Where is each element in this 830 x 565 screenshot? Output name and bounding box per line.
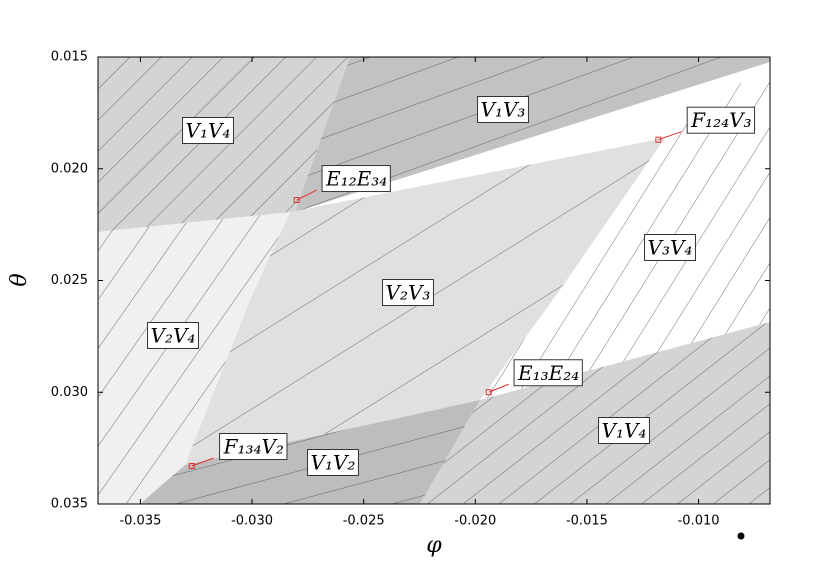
y-tick-label: 0.015 bbox=[51, 50, 88, 65]
x-axis-label: φ bbox=[426, 533, 442, 558]
region-label: V₁V₃ bbox=[481, 98, 526, 122]
label-box bbox=[686, 106, 756, 134]
region-label: V₁V₄ bbox=[602, 419, 647, 443]
label-box bbox=[382, 279, 434, 306]
region-label: V₂V₃ bbox=[386, 281, 431, 305]
point-label-group: E₁₃E₂₄ bbox=[513, 359, 583, 387]
region-label-group: V₂V₄ bbox=[147, 322, 199, 349]
y-tick-label: 0.035 bbox=[51, 497, 88, 512]
label-box bbox=[513, 359, 583, 387]
region-label-group: V₁V₂ bbox=[307, 449, 359, 476]
point-marker bbox=[188, 463, 195, 470]
region-label-group: V₁V₄ bbox=[598, 417, 650, 444]
leader-line bbox=[488, 383, 509, 393]
y-tick-label: 0.030 bbox=[51, 385, 88, 400]
region bbox=[98, 57, 350, 232]
point-label-group: F₁₂₄V₃ bbox=[686, 106, 756, 134]
leader-line bbox=[658, 131, 682, 141]
point-marker bbox=[655, 136, 662, 143]
label-box bbox=[307, 449, 359, 476]
y-axis-label: θ bbox=[7, 273, 32, 286]
x-tick-label: -0.030 bbox=[231, 514, 273, 529]
region-label-group: V₁V₃ bbox=[477, 96, 529, 123]
point-label-group: F₁₃₄V₂ bbox=[219, 433, 288, 461]
point-label-group: E₁₂E₃₄ bbox=[321, 165, 391, 193]
label-box bbox=[147, 322, 199, 349]
dot bbox=[737, 532, 745, 540]
label-box bbox=[598, 417, 650, 444]
x-tick-label: -0.035 bbox=[119, 514, 161, 529]
region-label: V₁V₄ bbox=[186, 119, 231, 143]
leader-line bbox=[191, 457, 214, 467]
point-label: F₁₂₄V₃ bbox=[690, 108, 751, 132]
point-label: E₁₂E₃₄ bbox=[325, 167, 387, 191]
region bbox=[420, 322, 770, 504]
point-label: F₁₃₄V₂ bbox=[223, 435, 284, 459]
point-label: E₁₃E₂₄ bbox=[517, 361, 579, 385]
region-label-group: V₁V₄ bbox=[182, 117, 234, 144]
point-marker bbox=[293, 197, 300, 204]
point-marker bbox=[485, 389, 492, 396]
region bbox=[480, 62, 770, 400]
x-tick-label: -0.010 bbox=[678, 514, 720, 529]
region bbox=[295, 57, 770, 212]
regions bbox=[98, 57, 770, 504]
label-box bbox=[477, 96, 529, 123]
region-label-group: V₃V₄ bbox=[644, 234, 696, 261]
label-box bbox=[321, 165, 391, 193]
region-label: V₁V₂ bbox=[311, 451, 356, 475]
y-tick-label: 0.020 bbox=[51, 161, 88, 176]
region-label: V₂V₄ bbox=[151, 324, 196, 348]
y-tick-label: 0.025 bbox=[51, 273, 88, 288]
x-tick-label: -0.015 bbox=[566, 514, 608, 529]
region-label: V₃V₄ bbox=[648, 236, 693, 260]
label-box bbox=[644, 234, 696, 261]
label-box bbox=[219, 433, 288, 461]
leader-line bbox=[296, 189, 317, 201]
region bbox=[98, 212, 290, 504]
region-label-group: V₂V₃ bbox=[382, 279, 434, 306]
label-box bbox=[182, 117, 234, 144]
x-tick-label: -0.020 bbox=[454, 514, 496, 529]
x-tick-label: -0.025 bbox=[343, 514, 385, 529]
